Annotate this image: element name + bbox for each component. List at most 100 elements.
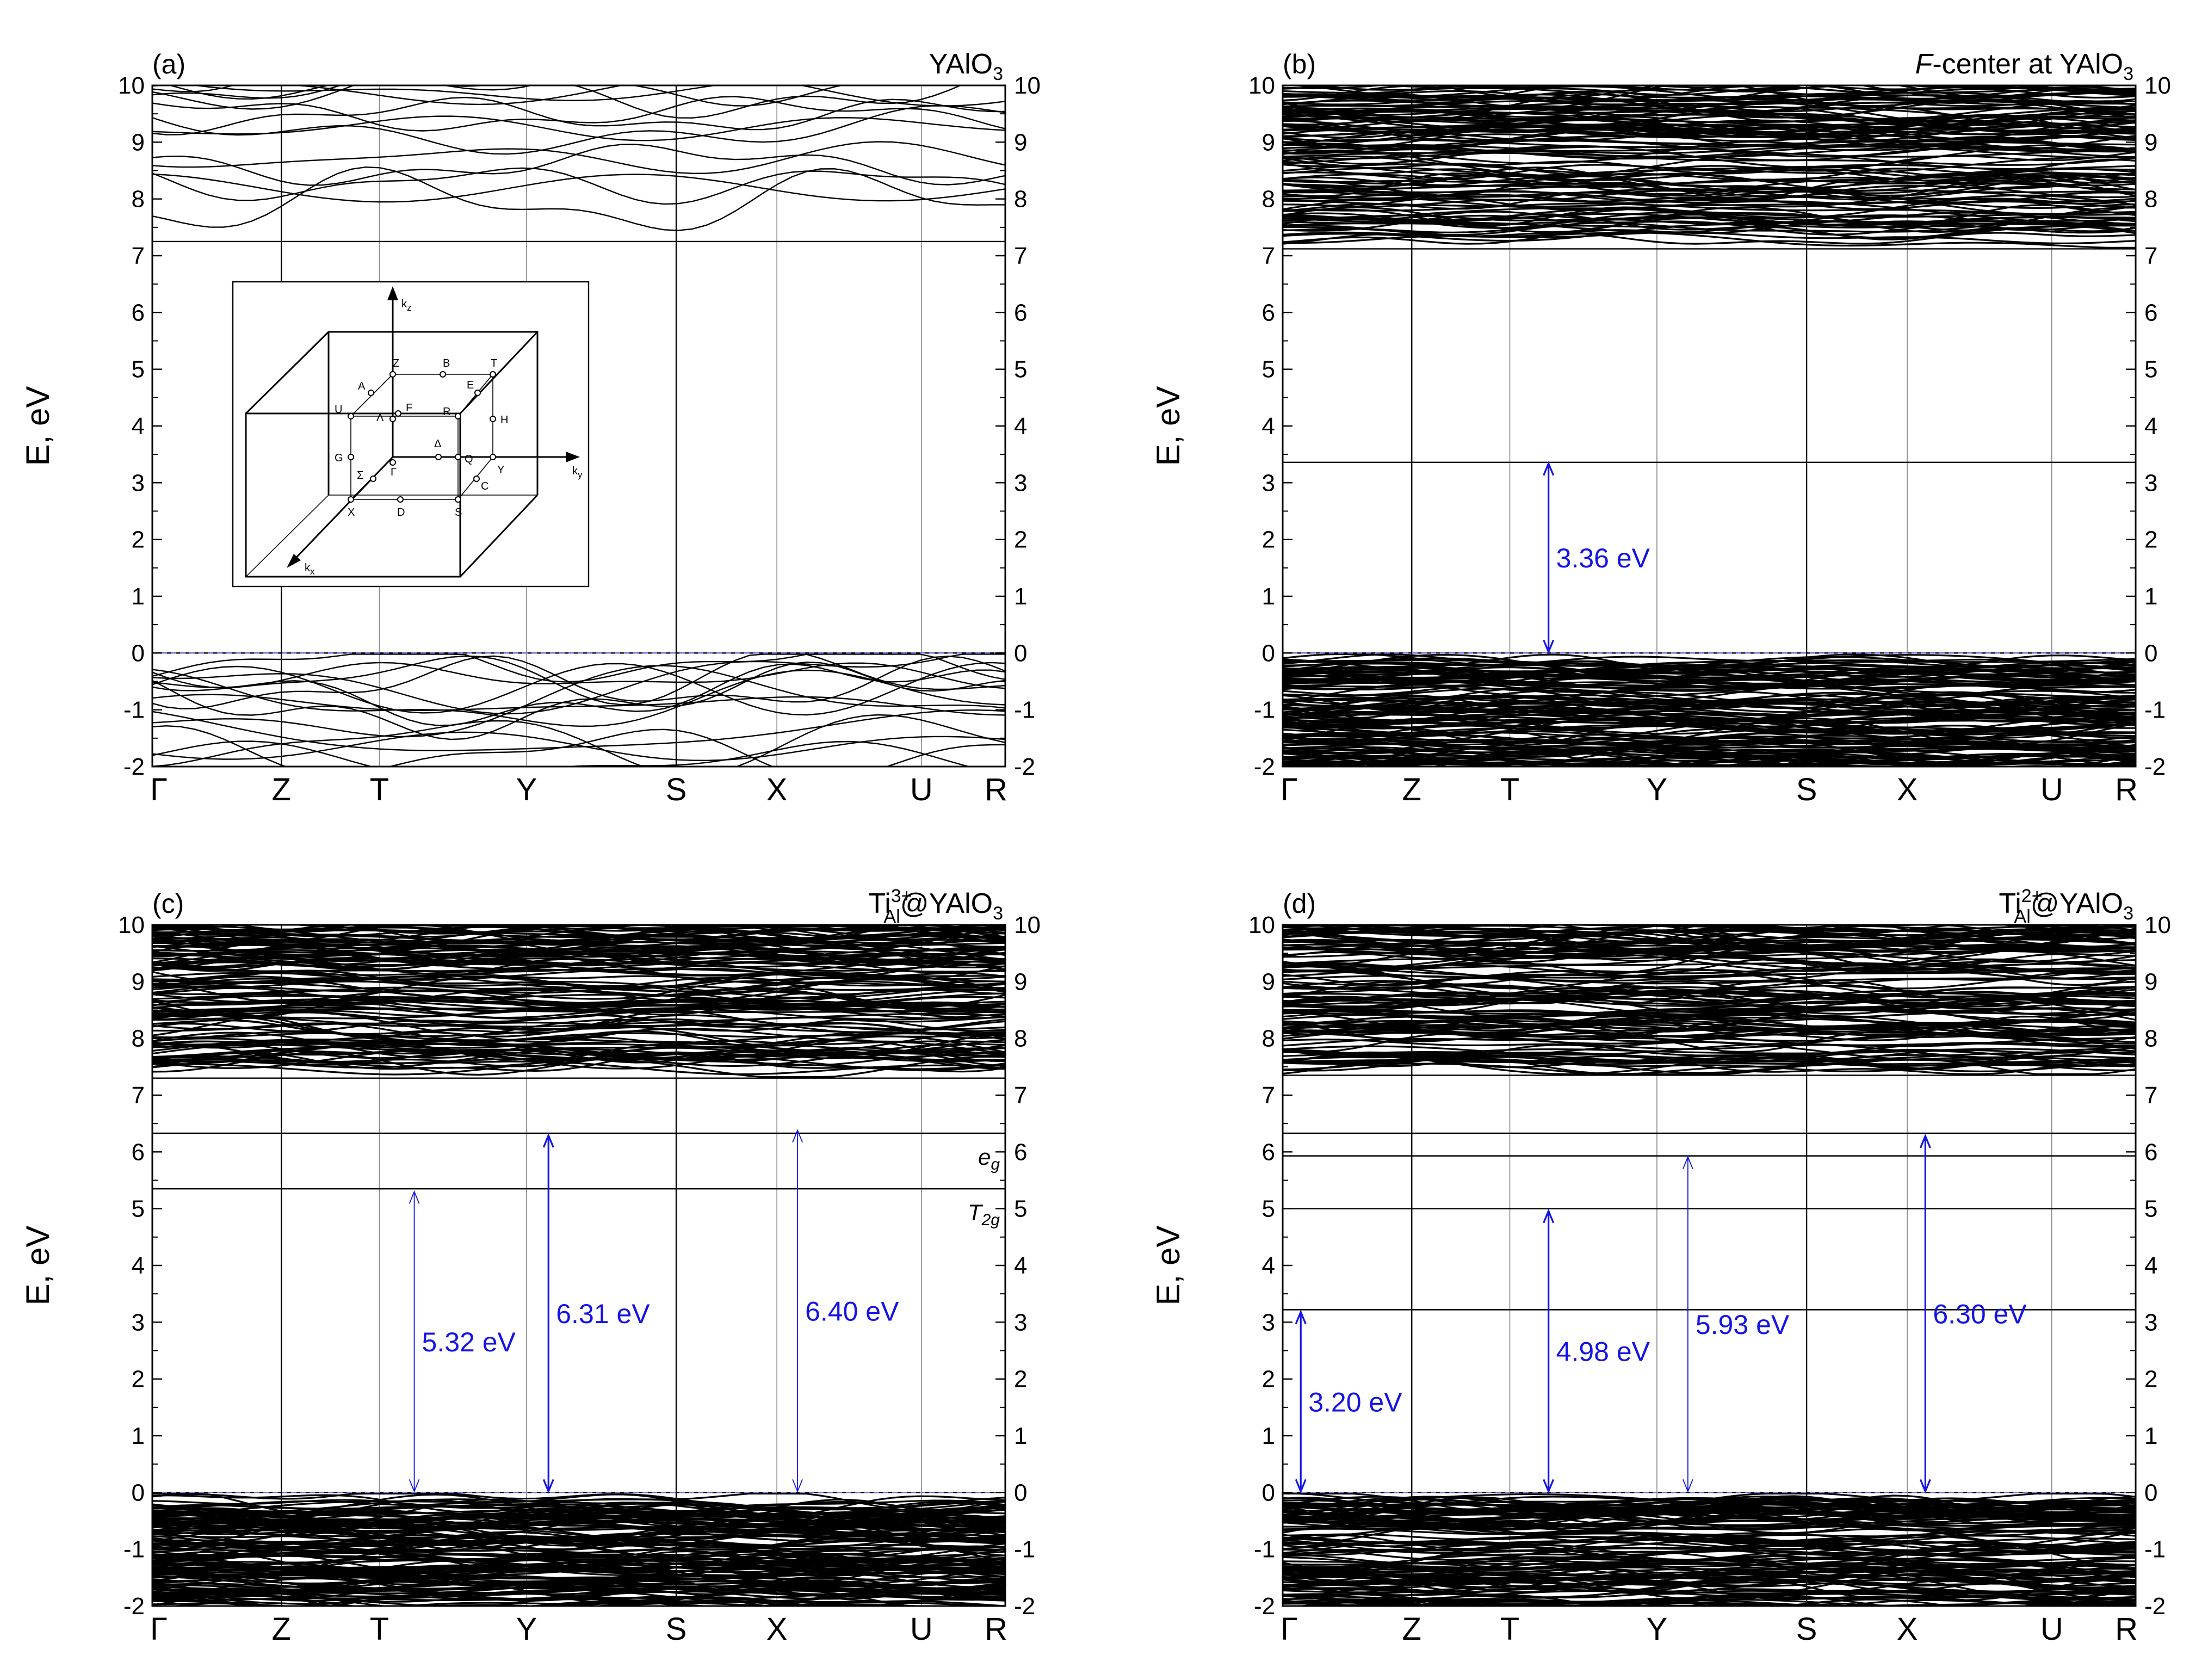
conduction-band [152,141,1005,175]
y-tick-label-right: 9 [2144,968,2157,995]
bz-point [368,390,374,396]
x-tick-label: S [666,772,687,807]
y-tick-label-right: 0 [1014,640,1027,666]
conduction-band [1283,211,2136,229]
conduction-band [1283,131,2136,155]
y-tick-label-right: 5 [1014,356,1027,383]
y-tick-label-right: 6 [1014,299,1027,326]
conduction-band [152,1005,1005,1020]
conduction-band [1283,126,2136,153]
valence-band [1283,656,2136,669]
y-tick-label-right: 2 [1014,1366,1027,1393]
bz-point [395,410,401,417]
conduction-band [1283,925,2136,937]
bz-hidden-edge [245,495,329,577]
y-tick-label-right: 4 [1014,413,1027,440]
y-tick-label-left: 9 [132,968,145,995]
transition-arrowhead-top [1683,1156,1693,1169]
defect-level-label: T2g [968,1200,1000,1229]
conduction-band [1283,190,2136,215]
bz-point-label: Y [497,464,504,476]
y-tick-label-right: 10 [2144,72,2171,99]
valence-band [167,1602,542,1606]
y-tick-label-left: 3 [1262,1309,1275,1336]
y-tick-label-right: 1 [2144,583,2157,610]
y-tick-label-right: 10 [2144,912,2171,938]
valence-band [152,1537,1005,1559]
x-tick-label: Z [1402,772,1421,807]
conduction-band [1283,174,2136,197]
conduction-band [152,1008,1005,1028]
valence-band [1283,1503,2136,1515]
conduction-band [1283,207,2136,221]
bz-point [490,454,496,460]
y-axis-label: E, eV [20,1226,56,1306]
valence-band [152,1561,1005,1574]
y-tick-label-right: 2 [1014,527,1027,553]
conduction-band [152,1031,1005,1049]
conduction-band [1283,1041,2136,1061]
conduction-band [1283,939,2136,960]
kx-axis [287,456,394,567]
y-tick-label-left: 6 [132,1139,145,1165]
transition-arrowhead-top [792,1129,803,1142]
valence-band [1283,662,2136,680]
valence-band [1283,730,2136,755]
conduction-band [1283,1051,2136,1070]
y-tick-label-left: 5 [1262,1196,1275,1222]
bz-point [397,496,404,503]
valence-band [152,1510,1005,1525]
valence-band [1283,751,2136,767]
y-tick-label-left: 0 [132,640,145,666]
bz-point-label: B [443,357,450,369]
conduction-band [152,969,1005,990]
bands [1283,925,2136,1606]
x-tick-label: U [910,772,933,807]
y-tick-label-right: -1 [1014,1536,1035,1563]
conduction-band [152,144,1005,186]
bz-point-label: S [455,507,462,518]
x-tick-label: R [985,1611,1007,1647]
y-tick-label-left: 0 [132,1479,145,1506]
x-tick-label: S [666,1611,687,1647]
bz-point-label: Δ [434,438,441,450]
y-tick-label-left: 5 [132,1196,145,1222]
x-tick-label: Z [271,1611,290,1647]
brillouin-zone-inset: kz ky kx Z B T A E U F R Λ H G Δ Σ Γ Q CY X D S [232,281,590,588]
y-tick-label-left: 4 [1262,413,1275,440]
bz-point-label: G [335,452,343,464]
y-tick-label-right: 0 [1014,1479,1027,1506]
y-tick-label-right: 3 [1014,470,1027,496]
bz-point-label: Q [465,453,473,465]
bz-edge [459,331,539,415]
conduction-band [152,1059,1005,1076]
conduction-band [152,985,1005,1000]
valence-band [152,1575,1005,1601]
y-tick-label-left: 8 [1262,186,1275,213]
conduction-band [152,1030,1005,1060]
kx-arrowhead [287,554,301,568]
conduction-band [152,973,1005,987]
conduction-band [152,85,356,110]
transition-label: 5.32 eV [422,1327,516,1357]
valence-band [1283,683,2136,705]
valence-band [152,1561,1005,1577]
transition-arrowhead-bottom [542,1479,554,1494]
conduction-band [152,1032,1005,1048]
bz-point [490,371,496,378]
panel-title: YAlO3 [929,48,1003,84]
y-tick-label-right: 8 [2144,186,2157,213]
y-tick-label-right: 4 [2144,1252,2157,1279]
valence-band [152,1566,1005,1579]
y-tick-label-right: -2 [2144,1593,2166,1620]
y-tick-label-left: 9 [1262,968,1275,995]
conduction-band [1283,925,2136,937]
y-tick-label-right: 1 [2144,1423,2157,1449]
y-tick-label-left: 4 [132,1252,145,1279]
bz-point [348,454,354,460]
y-tick-label-right: -2 [2144,753,2166,780]
valence-band [1283,1572,2136,1589]
bz-point [455,496,461,503]
y-tick-label-left: 4 [132,413,145,440]
transition-arrowhead-top [1919,1133,1931,1148]
